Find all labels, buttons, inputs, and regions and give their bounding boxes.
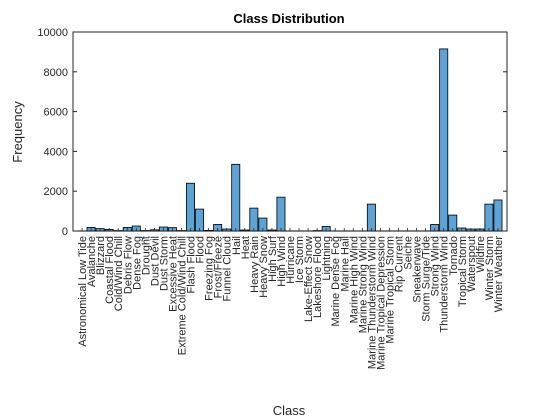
x-tick-label-16: Funnel Cloud (222, 236, 234, 301)
x-tick-label-21: High Surf (267, 235, 279, 282)
x-tick-label-10: Excessive Heat (167, 236, 179, 312)
y-tick-label-3: 6000 (44, 107, 68, 119)
x-tick-label-17: Hail (231, 236, 243, 255)
bar-46 (493, 199, 503, 232)
x-tick-label-18: Heat (240, 236, 252, 259)
bar-32 (366, 203, 376, 232)
bar-45 (484, 203, 494, 232)
x-tick-label-45: Winter Storm (484, 236, 496, 300)
x-tick-label-3: Coastal Flood (104, 236, 116, 304)
x-tick-label-29: Marine Hail (339, 236, 351, 292)
x-tick-label-34: Marine Tropical Storm (384, 236, 396, 344)
x-tick-labels-group: Astronomical Low TideAvalancheBlizzardCo… (77, 228, 505, 370)
x-tick-label-42: Tropical Storm (457, 236, 469, 307)
x-tick-label-9: Dust Storm (158, 236, 170, 291)
x-tick-label-13: Flood (195, 236, 207, 264)
chart-title: Class Distribution (233, 11, 344, 26)
x-tick-label-0: Astronomical Low Tide (77, 236, 89, 347)
x-tick-label-8: Dust Devil (149, 236, 161, 286)
bar-17 (231, 163, 241, 232)
x-tick-label-32: Marine Thunderstorm Wind (366, 236, 378, 369)
x-tick-label-30: Marine High Wind (348, 236, 360, 323)
y-tick-label-5: 10000 (37, 27, 68, 39)
x-tick-label-38: Storm Surge/Tide (421, 236, 433, 322)
bar-19 (249, 207, 259, 232)
y-axis-label: Frequency (10, 101, 25, 163)
x-tick-label-20: Heavy Snow (258, 236, 270, 298)
x-tick-label-12: Flash Flood (186, 236, 198, 293)
x-tick-label-35: Rip Current (394, 236, 406, 292)
x-tick-label-31: Marine Strong Wind (357, 236, 369, 333)
x-tick-label-43: Waterspout (466, 236, 478, 292)
x-tick-label-1: Avalanche (86, 236, 98, 287)
x-tick-label-22: High Wind (276, 236, 288, 287)
x-tick-label-27: Lightning (321, 236, 333, 281)
x-tick-label-24: Ice Storm (294, 236, 306, 283)
x-tick-label-36: Seiche (403, 236, 415, 270)
x-tick-label-46: Winter Weather (493, 236, 505, 313)
plot-frame (72, 31, 508, 232)
bar-13 (195, 208, 205, 232)
y-tick-label-0: 0 (62, 226, 68, 238)
x-tick-label-37: Sneakerwave (412, 236, 424, 303)
x-tick-label-4: Cold/Wind Chill (113, 236, 125, 311)
x-tick-label-5: Debris Flow (122, 236, 134, 294)
x-tick-label-6: Dense Fog (131, 236, 143, 290)
x-tick-label-28: Marine Dense Fog (330, 236, 342, 327)
x-tick-label-11: Extreme Cold/Wind Chill (177, 236, 189, 355)
x-tick-label-14: Freezing Fog (204, 236, 216, 301)
x-tick-label-41: Tornado (448, 236, 460, 276)
y-tick-label-4: 8000 (44, 67, 68, 79)
x-tick-label-25: Lake-Effect Snow (303, 236, 315, 322)
x-tick-label-19: Heavy Rain (249, 236, 261, 293)
x-axis-label: Class (273, 403, 306, 418)
x-tick-label-33: Marine Tropical Depression (375, 236, 387, 370)
x-tick-label-39: Strong Wind (430, 236, 442, 297)
x-tick-label-44: Wildfire (475, 236, 487, 273)
plot-area: 0 2000 4000 6000 8000 10000 Astronomical Low … (37, 27, 508, 370)
bar-22 (276, 196, 286, 232)
x-tick-label-7: Drought (140, 236, 152, 275)
x-tick-label-40: Thunderstorm Wind (439, 236, 451, 333)
x-tick-label-2: Blizzard (95, 236, 107, 275)
y-tick-label-1: 2000 (44, 186, 68, 198)
x-tick-label-23: Hurricane (285, 236, 297, 284)
y-ticks-group: 0 2000 4000 6000 8000 10000 (37, 27, 507, 238)
bar-12 (186, 182, 196, 232)
x-tick-label-15: Frost/Freeze (213, 236, 225, 298)
y-tick-label-2: 4000 (44, 146, 68, 158)
bar-40 (439, 48, 449, 232)
x-tick-label-26: Lakeshore Flood (312, 236, 324, 318)
